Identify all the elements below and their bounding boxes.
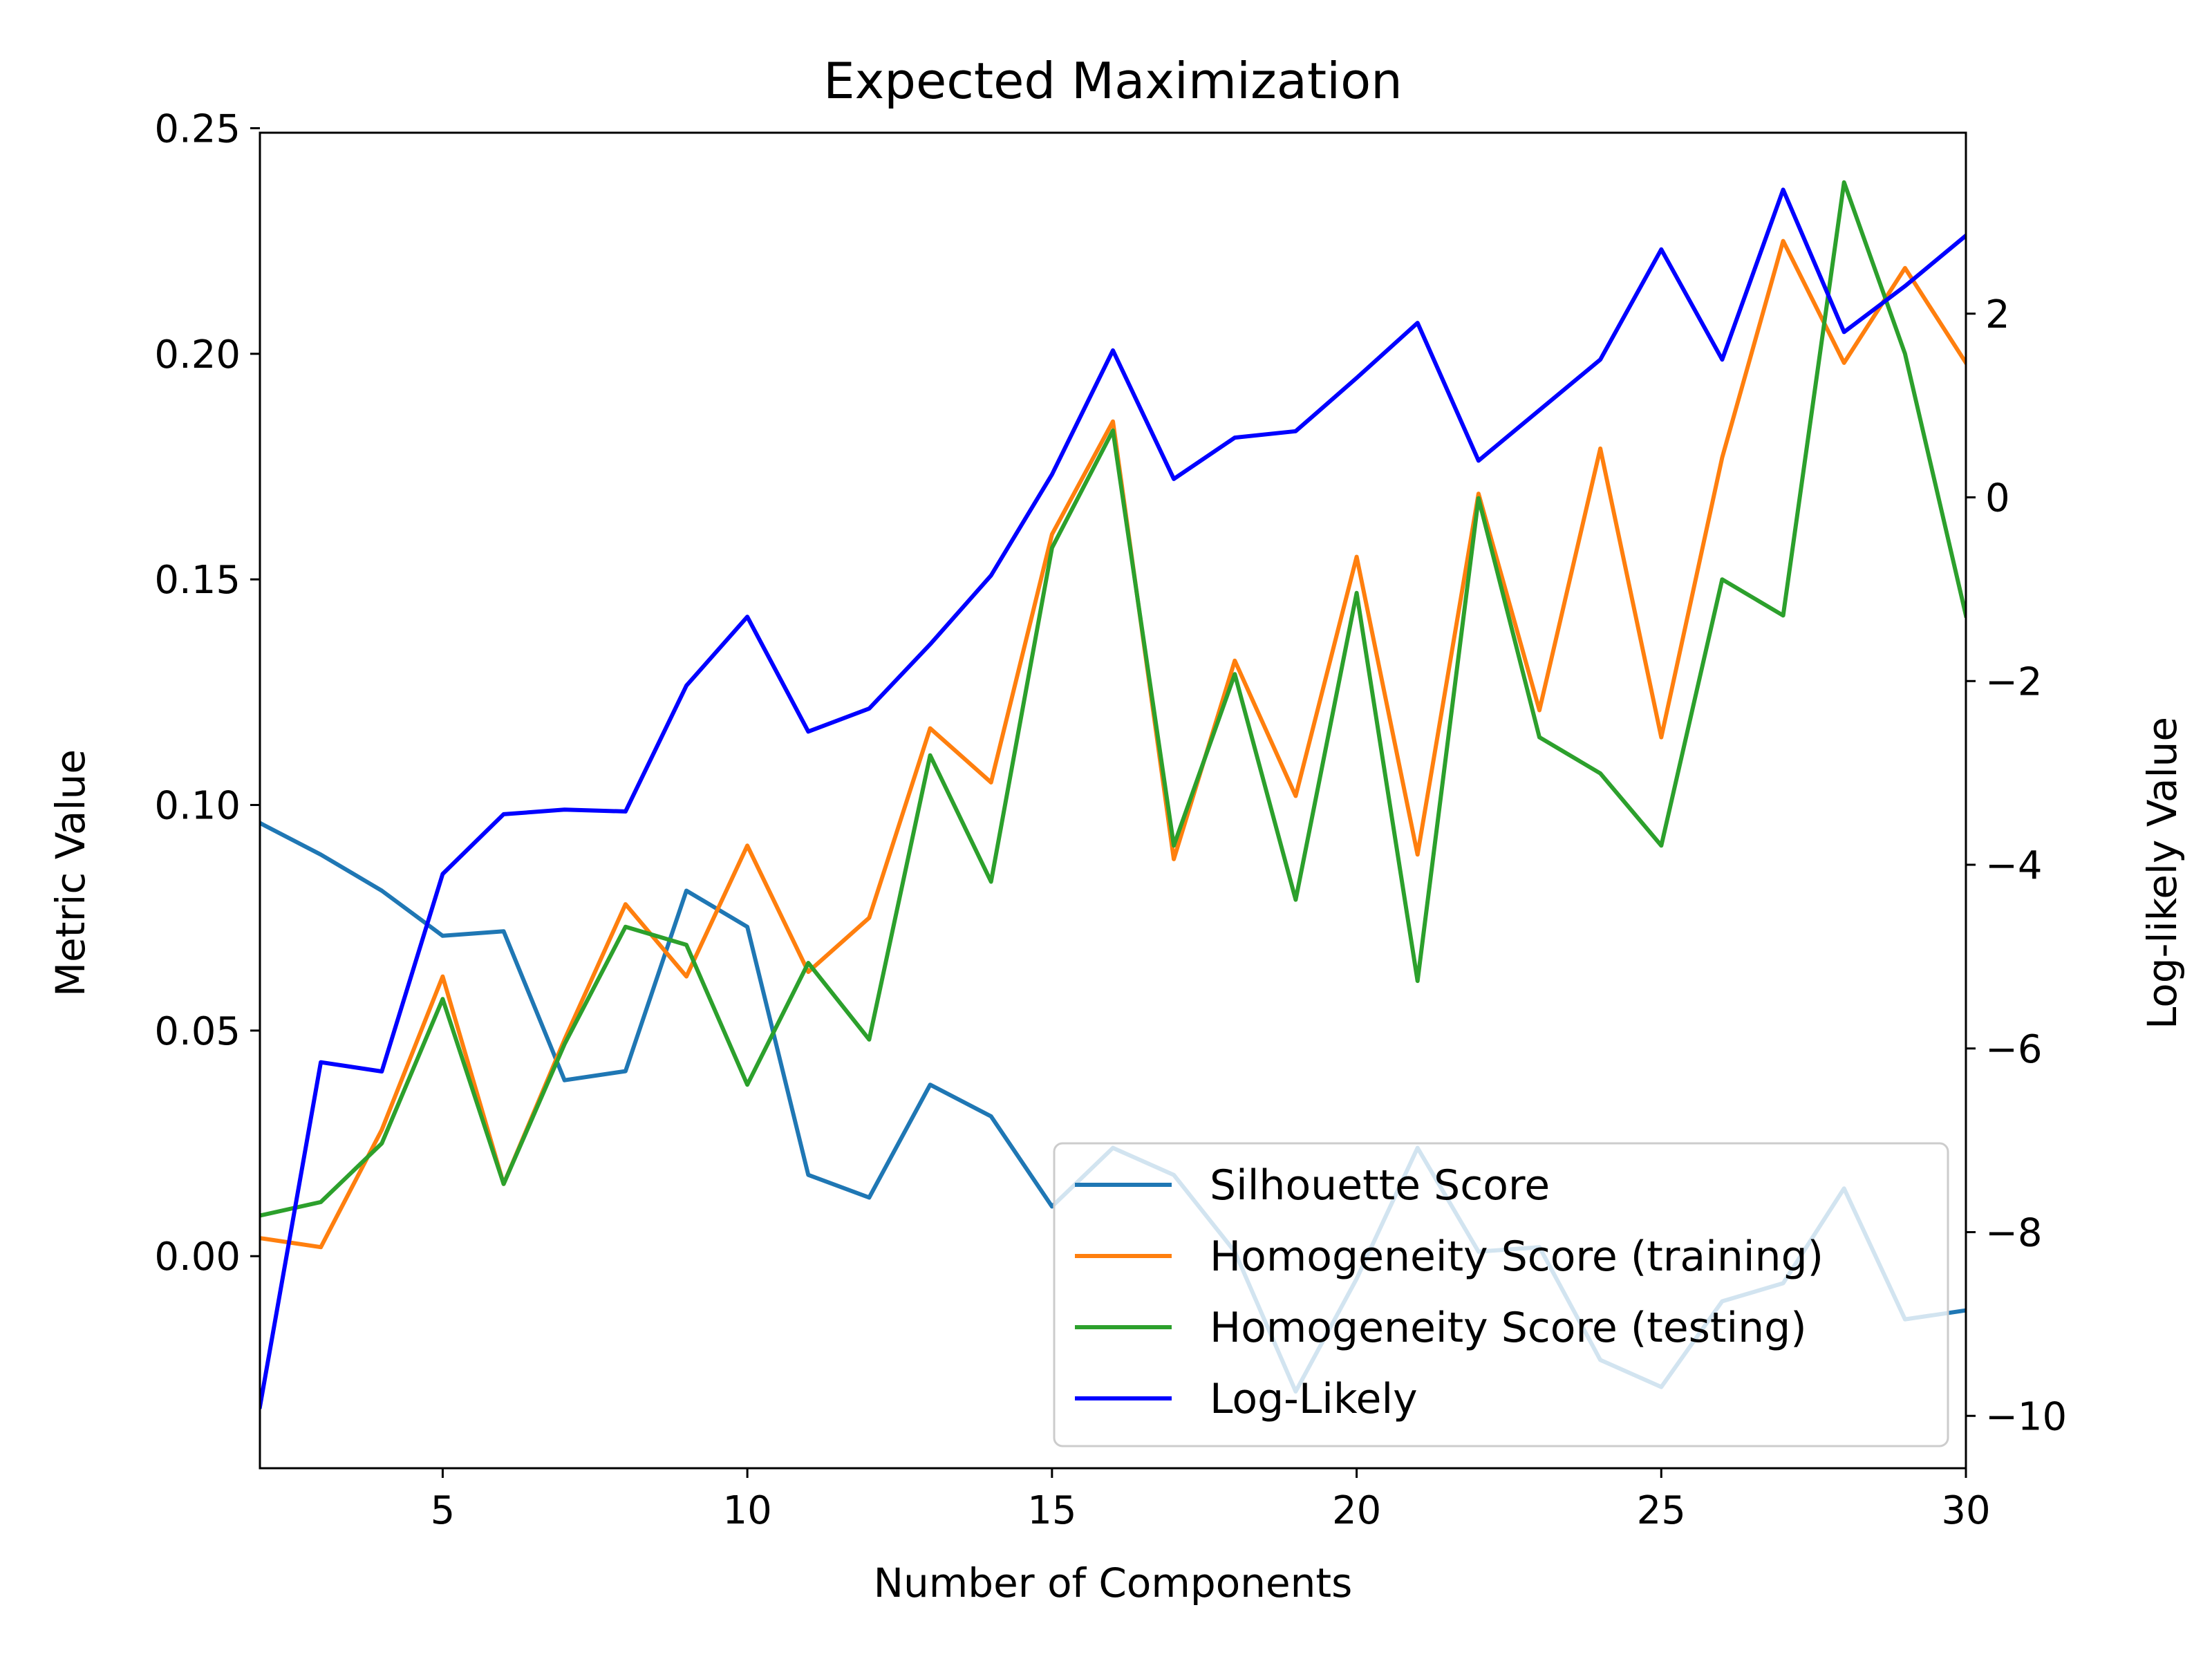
y2-axis-label: Log-likely Value xyxy=(2139,717,2186,1029)
legend-label-silhouette-score: Silhouette Score xyxy=(1210,1161,1550,1210)
x-tick-label: 15 xyxy=(1027,1488,1076,1533)
y-tick-label: 0.20 xyxy=(154,332,241,377)
x-tick-label: 20 xyxy=(1332,1488,1381,1533)
y-tick-label: 0.15 xyxy=(154,558,241,603)
y-tick-label: 0.05 xyxy=(154,1009,241,1054)
y2-tick-label: −6 xyxy=(1985,1027,2043,1072)
x-tick-label: 10 xyxy=(723,1488,772,1533)
y2-tick-label: −10 xyxy=(1985,1394,2067,1439)
x-tick-label: 5 xyxy=(431,1488,456,1533)
y-tick-label: 0.00 xyxy=(154,1235,241,1280)
y-tick-label: 0.25 xyxy=(154,106,241,151)
y2-tick-label: 0 xyxy=(1985,476,2010,521)
y2-tick-label: −2 xyxy=(1985,659,2043,704)
axes: 5 10 15 20 25 300.000.050.100.150.200.25−10−8… xyxy=(154,106,2067,1533)
x-tick-label: 25 xyxy=(1637,1488,1686,1533)
series-line-log-likely xyxy=(260,187,1966,1409)
x-axis-label: Number of Components xyxy=(874,1559,1353,1606)
legend-box xyxy=(1053,1142,1949,1447)
legend-label-homogeneity-score-training: Homogeneity Score (training) xyxy=(1210,1232,1824,1281)
legend-label-log-likely: Log-Likely xyxy=(1210,1375,1418,1423)
y-axis-label: Metric Value xyxy=(47,749,94,997)
y2-tick-label: 2 xyxy=(1985,292,2010,337)
series-line-homogeneity-score-testing xyxy=(260,180,1966,1218)
legend-label-homogeneity-score-testing: Homogeneity Score (testing) xyxy=(1210,1304,1807,1352)
x-tick-label: 30 xyxy=(1941,1488,1990,1533)
plot-frame xyxy=(259,131,1967,1470)
y2-tick-label: −4 xyxy=(1985,843,2043,888)
y-tick-label: 0.10 xyxy=(154,784,241,829)
legend: Silhouette Score Homogeneity Score (train… xyxy=(1053,1142,1949,1447)
y2-tick-label: −8 xyxy=(1985,1211,2043,1256)
chart-title: Expected Maximization xyxy=(823,52,1403,110)
